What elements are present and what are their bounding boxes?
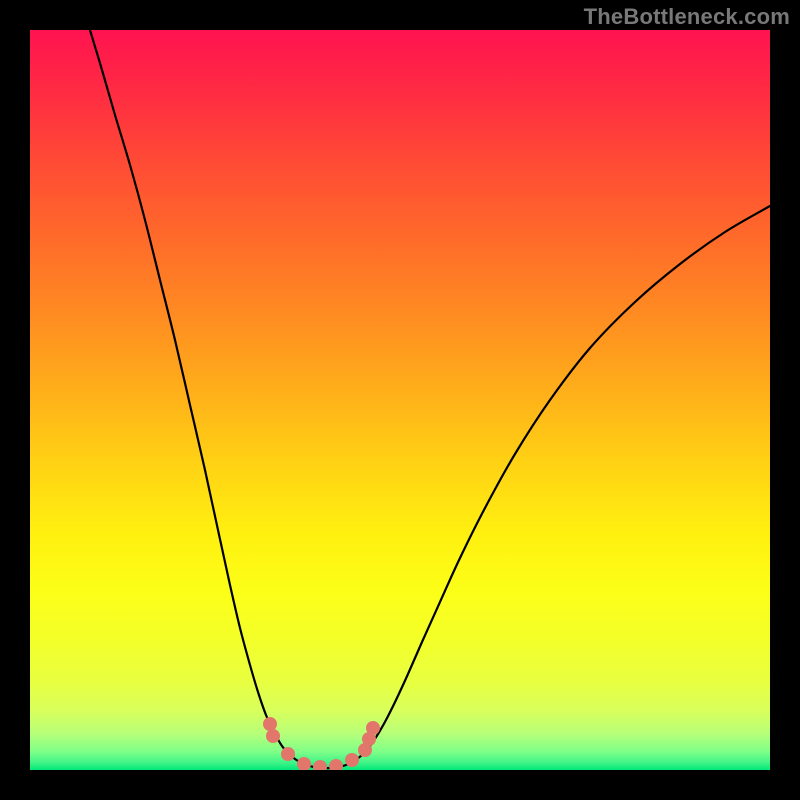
curve-layer xyxy=(30,30,770,770)
chart-frame: TheBottleneck.com xyxy=(0,0,800,800)
curve-marker xyxy=(297,757,311,770)
watermark-text: TheBottleneck.com xyxy=(584,4,790,30)
bottleneck-curve xyxy=(90,30,770,768)
curve-marker xyxy=(329,759,343,770)
plot-area xyxy=(30,30,770,770)
curve-marker xyxy=(366,721,380,735)
curve-marker xyxy=(345,753,359,767)
curve-marker xyxy=(263,717,277,731)
curve-marker xyxy=(266,729,280,743)
curve-marker xyxy=(313,760,327,770)
curve-marker xyxy=(281,747,295,761)
